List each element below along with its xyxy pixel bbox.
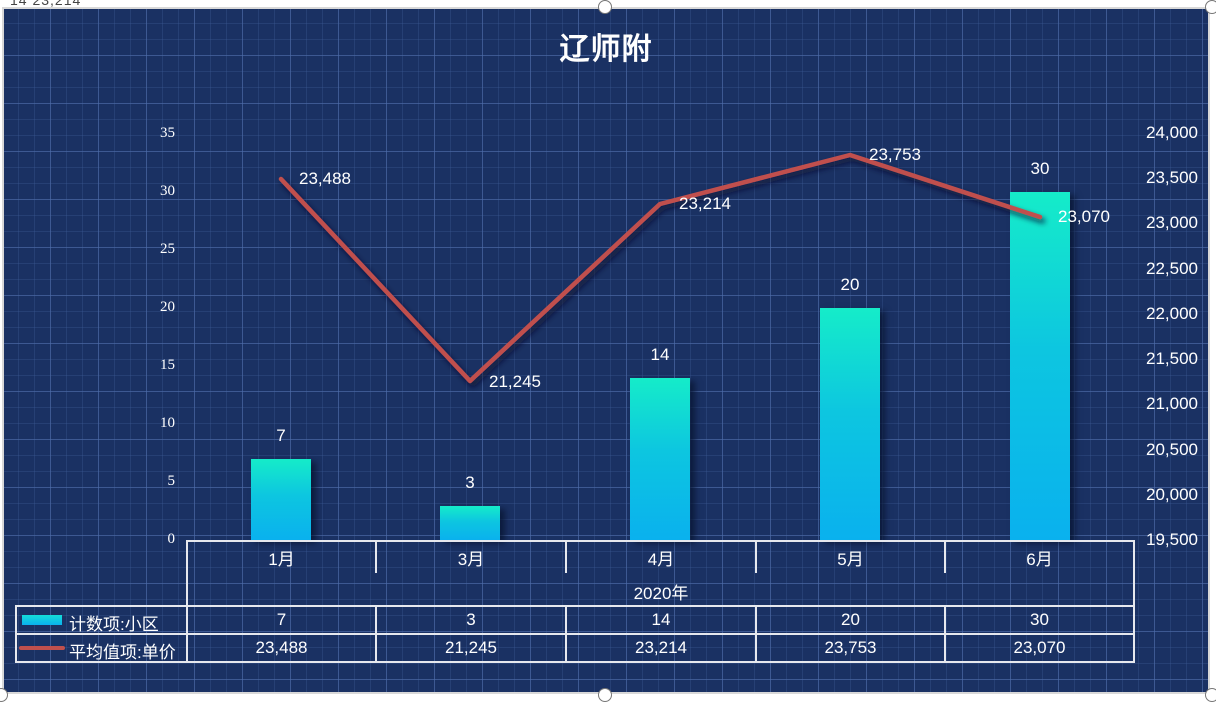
table-border [375, 540, 377, 573]
table-cell: 30 [1030, 610, 1049, 629]
right-y-tick: 22,500 [1146, 259, 1198, 278]
bar-data-label: 3 [465, 473, 475, 492]
table-cell: 20 [841, 610, 860, 629]
bar-6月[interactable] [1010, 192, 1070, 540]
table-border [944, 540, 946, 573]
sheet-cell-text: 14 23,214 [10, 0, 82, 8]
left-y-tick: 35 [160, 125, 175, 141]
table-cell: 14 [651, 610, 671, 629]
category-label: 6月 [1026, 550, 1053, 569]
right-y-tick: 20,500 [1146, 440, 1198, 459]
table-border [755, 605, 757, 663]
left-y-tick: 20 [160, 299, 175, 315]
table-cell: 23,214 [635, 638, 687, 657]
table-border [15, 605, 17, 663]
table-cell: 3 [466, 610, 476, 629]
resize-handle-top-right[interactable] [1205, 0, 1216, 14]
table-cell: 21,245 [445, 638, 497, 657]
category-group-label: 2020年 [633, 584, 689, 603]
right-y-tick: 21,000 [1146, 394, 1198, 413]
right-y-tick: 24,000 [1146, 123, 1198, 142]
bar-data-label: 20 [840, 275, 860, 294]
legend-label-price[interactable]: 平均值项:单价 [69, 643, 176, 662]
table-border [944, 605, 946, 663]
table-border [755, 540, 757, 573]
line-data-label: 23,488 [299, 169, 351, 188]
line-data-label: 23,070 [1058, 207, 1110, 226]
bar-legend-swatch [22, 615, 62, 625]
bar-1月[interactable] [251, 459, 311, 540]
right-y-tick: 23,000 [1146, 213, 1198, 232]
line-legend-swatch [19, 646, 65, 650]
category-label: 3月 [457, 550, 485, 569]
table-border [375, 605, 377, 663]
category-label: 4月 [647, 550, 675, 569]
table-cell: 23,070 [1013, 638, 1066, 657]
table-cell: 7 [276, 610, 287, 629]
left-y-tick: 10 [160, 415, 175, 431]
table-border [186, 540, 1135, 542]
table-border [1133, 540, 1135, 663]
table-border [565, 605, 567, 663]
category-label: 5月 [837, 550, 864, 569]
bar-data-label: 14 [650, 345, 670, 364]
category-label: 1月 [268, 550, 295, 569]
table-border [565, 540, 567, 573]
table-border [15, 633, 1135, 635]
legend-label-count[interactable]: 计数项:小区 [69, 615, 159, 634]
bar-data-label: 7 [276, 426, 286, 445]
bar-4月[interactable] [630, 378, 690, 540]
right-y-tick: 21,500 [1146, 349, 1198, 368]
right-y-tick: 19,500 [1146, 530, 1198, 549]
table-border [186, 540, 188, 663]
line-data-label: 23,753 [869, 145, 921, 164]
table-cell: 23,753 [824, 638, 877, 657]
bar-data-label: 30 [1030, 159, 1050, 178]
chart-area[interactable] [2, 7, 1210, 694]
line-data-label: 23,214 [679, 194, 731, 213]
table-border [15, 605, 1135, 607]
bar-3月[interactable] [440, 506, 500, 540]
table-border [15, 661, 1135, 663]
bar-5月[interactable] [820, 308, 880, 540]
left-y-tick: 0 [167, 531, 176, 547]
left-y-tick: 15 [160, 357, 175, 373]
left-y-tick: 25 [160, 241, 175, 257]
right-y-tick: 20,000 [1146, 485, 1198, 504]
right-y-tick: 23,500 [1146, 168, 1198, 187]
table-cell: 23,488 [255, 638, 308, 657]
left-y-tick: 30 [160, 183, 175, 199]
chart-title[interactable]: 辽师附 [559, 32, 653, 67]
left-y-tick: 5 [167, 473, 176, 489]
resize-handle-top[interactable] [598, 0, 612, 14]
right-y-tick: 22,000 [1146, 304, 1198, 323]
line-data-label: 21,245 [489, 372, 541, 391]
